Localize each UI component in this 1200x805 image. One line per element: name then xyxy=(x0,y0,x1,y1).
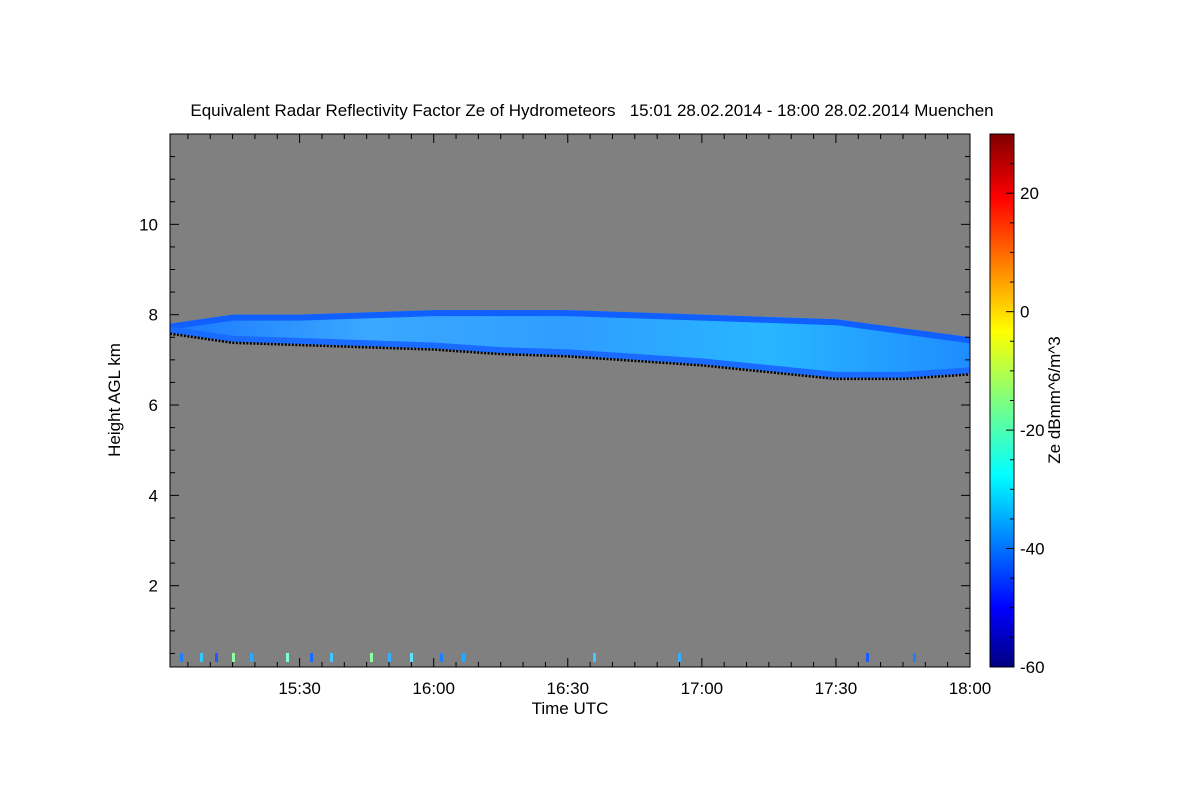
clutter-speck xyxy=(330,652,333,662)
x-axis-label: Time UTC xyxy=(532,699,609,718)
cloud-body xyxy=(170,310,970,378)
colorbar-label: Ze dBmm^6/m^3 xyxy=(1045,336,1064,463)
colorbar-ticks: -60 -40 -20 0 20 xyxy=(1006,133,1045,677)
colorbar-tick-label: 20 xyxy=(1020,184,1039,203)
plot-frame xyxy=(169,133,971,668)
y-axis: 2 4 6 8 10 xyxy=(139,133,970,654)
clutter-speck xyxy=(286,652,289,662)
clutter-speck xyxy=(310,652,313,662)
y-tick-label: 10 xyxy=(139,215,158,234)
clutter-speck xyxy=(440,652,443,662)
chart-title: Equivalent Radar Reflectivity Factor Ze … xyxy=(190,101,993,120)
colorbar-tick-label: -20 xyxy=(1020,421,1045,440)
clutter-speck xyxy=(388,652,391,662)
ground-clutter xyxy=(180,652,916,662)
x-tick-label: 16:30 xyxy=(546,679,589,698)
y-tick-label: 2 xyxy=(149,577,158,596)
colorbar-tick-label: -60 xyxy=(1020,658,1045,677)
clutter-speck xyxy=(866,652,869,662)
x-tick-label: 16:00 xyxy=(412,679,455,698)
clutter-speck xyxy=(913,652,916,662)
clutter-speck xyxy=(593,652,596,662)
y-tick-label: 4 xyxy=(149,486,158,505)
clutter-speck xyxy=(180,652,183,662)
y-axis-label: Height AGL km xyxy=(105,343,124,457)
x-axis: 15:30 16:00 16:30 17:00 17:30 18:00 xyxy=(187,134,992,698)
x-tick-label: 18:00 xyxy=(949,679,992,698)
clutter-speck xyxy=(215,652,218,662)
clutter-speck xyxy=(200,652,203,662)
cloud-top-edge xyxy=(169,310,971,344)
cloud-base-detection xyxy=(169,332,971,381)
clutter-speck xyxy=(250,652,253,662)
colorbar-tick-label: -40 xyxy=(1020,540,1045,559)
y-tick-label: 8 xyxy=(149,306,158,325)
clutter-speck xyxy=(462,652,465,662)
y-tick-label: 6 xyxy=(149,396,158,415)
cloud-layer xyxy=(169,310,971,381)
plot-background xyxy=(170,134,970,667)
clutter-speck xyxy=(370,652,373,662)
x-tick-label: 17:00 xyxy=(681,679,724,698)
cloud-base-edge xyxy=(169,326,971,378)
x-tick-label: 17:30 xyxy=(815,679,858,698)
clutter-speck xyxy=(410,652,413,662)
colorbar-tick-label: 0 xyxy=(1020,303,1029,322)
clutter-speck xyxy=(678,652,681,662)
x-tick-label: 15:30 xyxy=(278,679,321,698)
clutter-speck xyxy=(232,652,235,662)
